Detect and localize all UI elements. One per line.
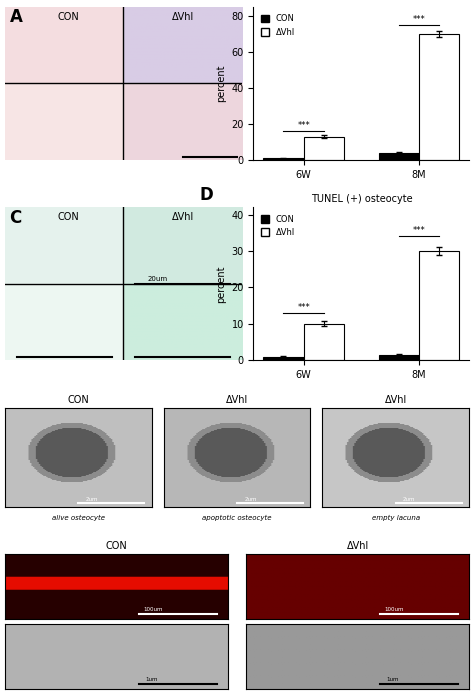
Bar <box>263 158 304 160</box>
Text: B: B <box>200 0 212 4</box>
Text: alive osteocyte: alive osteocyte <box>52 514 105 521</box>
Bar <box>419 251 459 361</box>
Text: CON: CON <box>106 541 128 551</box>
Text: CON: CON <box>67 395 89 404</box>
Text: C: C <box>9 209 22 227</box>
Y-axis label: percent: percent <box>216 265 226 303</box>
Text: D: D <box>200 187 213 204</box>
Text: A: A <box>9 8 22 26</box>
Bar <box>379 355 419 361</box>
Text: 100um: 100um <box>143 607 163 612</box>
Text: ΔVhl: ΔVhl <box>346 541 369 551</box>
Text: 20um: 20um <box>147 276 167 282</box>
Text: apoptotic osteocyte: apoptotic osteocyte <box>202 514 272 521</box>
Bar <box>379 153 419 160</box>
Y-axis label: percent: percent <box>216 65 226 102</box>
Text: CON: CON <box>58 12 80 22</box>
Text: 2um: 2um <box>403 497 416 502</box>
Legend: CON, ΔVhl: CON, ΔVhl <box>258 11 299 40</box>
Text: ***: *** <box>413 15 426 24</box>
Text: ΔVhl: ΔVhl <box>226 395 248 404</box>
Text: ***: *** <box>413 226 426 235</box>
Title: TUNEL (+) osteocyte: TUNEL (+) osteocyte <box>310 193 412 204</box>
Text: empty lacuna: empty lacuna <box>372 514 420 521</box>
Bar <box>304 324 344 361</box>
Text: CON: CON <box>58 212 80 222</box>
Legend: CON, ΔVhl: CON, ΔVhl <box>258 212 299 240</box>
Text: 2um: 2um <box>86 497 98 502</box>
Text: ΔVhl: ΔVhl <box>172 212 194 222</box>
Text: ***: *** <box>297 121 310 130</box>
Text: 2um: 2um <box>245 497 257 502</box>
Bar <box>304 136 344 160</box>
Text: ΔVhl: ΔVhl <box>172 12 194 22</box>
Text: 100um: 100um <box>384 607 404 612</box>
Text: 1um: 1um <box>146 677 158 682</box>
Text: ΔVhl: ΔVhl <box>384 395 407 404</box>
Text: 1um: 1um <box>387 677 399 682</box>
Bar <box>263 357 304 361</box>
Text: ***: *** <box>297 303 310 312</box>
Bar <box>419 34 459 160</box>
